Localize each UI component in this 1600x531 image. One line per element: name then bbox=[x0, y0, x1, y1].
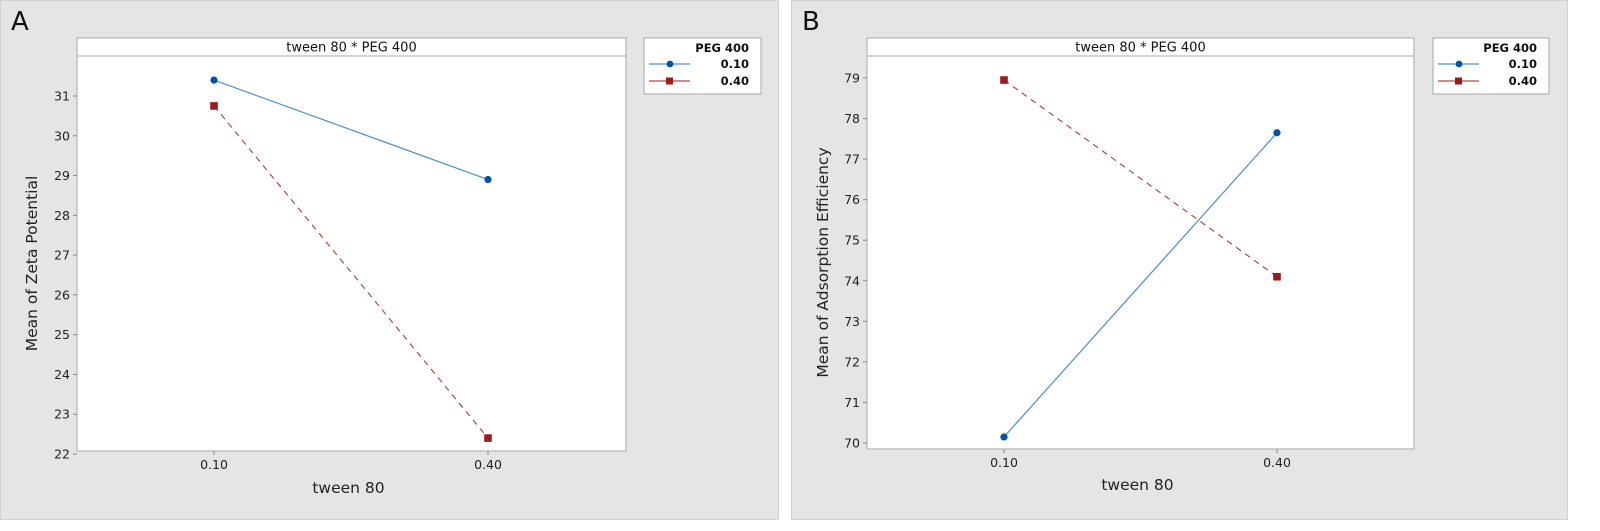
y-tick-label: 78 bbox=[844, 111, 860, 126]
y-tick-label: 24 bbox=[54, 367, 70, 382]
legend-label: 0.10 bbox=[1509, 57, 1537, 71]
data-point-square bbox=[1000, 76, 1008, 84]
plot-title: tween 80 * PEG 400 bbox=[1075, 41, 1205, 56]
data-point-circle bbox=[484, 175, 492, 184]
y-tick-label: 27 bbox=[54, 248, 70, 263]
plot-title: tween 80 * PEG 400 bbox=[286, 41, 416, 56]
legend-square-marker bbox=[666, 77, 673, 85]
y-tick-label: 73 bbox=[844, 314, 860, 329]
y-tick-label: 29 bbox=[54, 168, 70, 183]
panel-letter: B bbox=[802, 7, 820, 37]
legend-label: 0.40 bbox=[1509, 74, 1537, 88]
x-tick-label: 0.10 bbox=[200, 457, 228, 472]
data-point-square bbox=[1273, 272, 1281, 281]
x-tick-label: 0.10 bbox=[990, 455, 1018, 470]
y-tick-label: 23 bbox=[54, 407, 70, 422]
legend bbox=[1432, 37, 1550, 95]
series-line bbox=[213, 79, 489, 181]
y-tick-label: 70 bbox=[844, 436, 860, 451]
legend bbox=[643, 37, 762, 95]
y-tick-label: 74 bbox=[844, 273, 860, 288]
x-axis-label: tween 80 bbox=[1101, 476, 1173, 494]
legend-title: PEG 400 bbox=[695, 41, 749, 55]
series-line bbox=[1003, 79, 1278, 278]
x-tick-label: 0.40 bbox=[474, 457, 502, 472]
y-tick-label: 28 bbox=[54, 208, 70, 223]
legend-title: PEG 400 bbox=[1483, 41, 1537, 55]
y-tick-label: 31 bbox=[54, 89, 70, 104]
legend-label: 0.40 bbox=[721, 74, 749, 88]
legend-label: 0.10 bbox=[721, 57, 749, 71]
y-tick-label: 22 bbox=[54, 447, 70, 462]
data-point-circle bbox=[210, 76, 218, 84]
x-tick-label: 0.40 bbox=[1263, 455, 1291, 470]
data-point-circle bbox=[1273, 129, 1281, 137]
y-axis-label: Mean of Zeta Potential bbox=[23, 176, 41, 352]
y-tick-label: 25 bbox=[54, 327, 70, 342]
y-tick-label: 77 bbox=[844, 152, 860, 167]
legend-square-marker bbox=[1455, 77, 1462, 85]
panel-letter: A bbox=[11, 7, 29, 37]
data-point-square bbox=[210, 102, 218, 110]
plot-area bbox=[76, 55, 627, 452]
y-tick-label: 75 bbox=[844, 233, 860, 248]
y-tick-label: 26 bbox=[54, 287, 70, 302]
y-tick-label: 30 bbox=[54, 128, 70, 143]
legend-circle-marker bbox=[1455, 60, 1463, 68]
y-tick-label: 79 bbox=[844, 71, 860, 86]
y-axis-label: Mean of Adsorption Efficiency bbox=[814, 147, 832, 377]
x-axis-label: tween 80 bbox=[312, 479, 384, 497]
y-tick-label: 71 bbox=[844, 395, 860, 410]
data-point-square bbox=[484, 434, 492, 442]
y-tick-label: 72 bbox=[844, 354, 860, 369]
y-tick-label: 76 bbox=[844, 192, 860, 207]
legend-circle-marker bbox=[666, 60, 674, 68]
plot-area bbox=[866, 55, 1415, 450]
data-point-circle bbox=[1000, 433, 1008, 441]
series-line bbox=[213, 105, 489, 439]
series-line bbox=[1003, 132, 1278, 438]
